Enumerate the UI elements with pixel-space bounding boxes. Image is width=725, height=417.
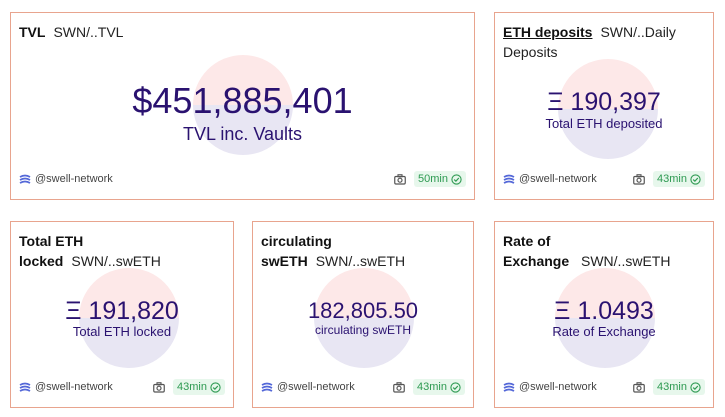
camera-icon[interactable] [153, 381, 165, 393]
card-header: Total ETH locked SWN/..swETH [19, 231, 225, 271]
author-handle-text: @swell-network [35, 173, 113, 185]
card-footer: @swell-network 43min [19, 379, 225, 397]
card-header: circulating swETH SWN/..swETH [261, 231, 405, 271]
swell-network-logo-icon [261, 382, 273, 392]
author-handle-text: @swell-network [519, 173, 597, 185]
query-source-link[interactable]: SWN/..swETH [581, 253, 671, 269]
check-circle-icon [690, 173, 701, 185]
freshness-badge: 43min [173, 379, 225, 395]
card-footer: @swell-network 43min [503, 379, 705, 397]
query-source-link[interactable]: SWN/..swETH [71, 253, 161, 269]
swell-network-logo-icon [503, 174, 515, 184]
card-header: TVL SWN/..TVL [19, 22, 466, 42]
freshness-text: 43min [177, 381, 207, 393]
background-logo-icon [193, 55, 293, 155]
background-logo-icon [558, 59, 658, 159]
freshness-text: 43min [657, 381, 687, 393]
camera-icon[interactable] [394, 173, 406, 185]
card-title[interactable]: TVL [19, 24, 46, 40]
background-logo-icon [314, 268, 414, 368]
swell-network-logo-icon [19, 382, 31, 392]
card-footer: @swell-network 50min [19, 171, 466, 189]
eth-deposits-card: ETH deposits SWN/..Daily Deposits Ξ 190,3… [494, 12, 714, 200]
freshness-badge: 43min [653, 379, 705, 395]
counter-value: Ξ 1.0493 [554, 297, 654, 325]
circulating-sweth-card: circulating swETH SWN/..swETH 182,805.50 … [252, 221, 474, 408]
camera-icon[interactable] [633, 173, 645, 185]
author-handle[interactable]: @swell-network [19, 173, 113, 185]
card-title[interactable]: Total ETH locked [19, 233, 84, 269]
freshness-text: 43min [657, 173, 687, 185]
freshness-badge: 43min [653, 171, 705, 187]
swell-network-logo-icon [503, 382, 515, 392]
freshness-badge: 43min [413, 379, 465, 395]
counter-label: Total ETH deposited [545, 116, 663, 131]
total-eth-locked-card: Total ETH locked SWN/..swETH Ξ 191,820 To… [10, 221, 234, 408]
check-circle-icon [450, 381, 461, 393]
freshness-text: 50min [418, 173, 448, 185]
card-title[interactable]: ETH deposits [503, 24, 593, 40]
author-handle[interactable]: @swell-network [503, 173, 597, 185]
author-handle-text: @swell-network [35, 381, 113, 393]
counter-value: 182,805.50 [307, 298, 419, 323]
swell-network-logo-icon [19, 174, 31, 184]
counter-value: $451,885,401 [132, 80, 353, 121]
card-header: Rate of Exchange SWN/..swETH [503, 231, 683, 271]
card-title[interactable]: circulating swETH [261, 233, 332, 269]
camera-icon[interactable] [633, 381, 645, 393]
counter-value: Ξ 190,397 [547, 88, 661, 116]
tvl-card: TVL SWN/..TVL $451,885,401 TVL inc. Vault… [10, 12, 475, 200]
author-handle[interactable]: @swell-network [19, 381, 113, 393]
card-header: ETH deposits SWN/..Daily Deposits [503, 22, 705, 62]
card-footer: @swell-network 43min [503, 171, 705, 189]
counter-label: TVL inc. Vaults [182, 124, 303, 144]
background-logo-icon [79, 268, 179, 368]
query-source-link[interactable]: SWN/..TVL [53, 24, 124, 40]
freshness-badge: 50min [414, 171, 466, 187]
check-circle-icon [210, 381, 221, 393]
check-circle-icon [690, 381, 701, 393]
check-circle-icon [451, 173, 462, 185]
card-title[interactable]: Rate of Exchange [503, 233, 570, 269]
author-handle[interactable]: @swell-network [503, 381, 597, 393]
freshness-text: 43min [417, 381, 447, 393]
query-source-link[interactable]: SWN/..swETH [315, 253, 406, 269]
query-source-link[interactable]: SWN/..Daily Deposits [503, 24, 676, 60]
card-footer: @swell-network 43min [261, 379, 465, 397]
author-handle-text: @swell-network [277, 381, 355, 393]
counter-label: Rate of Exchange [552, 324, 656, 339]
background-logo-icon [555, 268, 655, 368]
counter-label: Total ETH locked [72, 324, 172, 339]
counter-label: circulating swETH [314, 323, 412, 337]
author-handle-text: @swell-network [519, 381, 597, 393]
camera-icon[interactable] [393, 381, 405, 393]
counter-value: Ξ 191,820 [65, 297, 179, 325]
rate-of-exchange-card: Rate of Exchange SWN/..swETH Ξ 1.0493 Rat… [494, 221, 714, 408]
author-handle[interactable]: @swell-network [261, 381, 355, 393]
